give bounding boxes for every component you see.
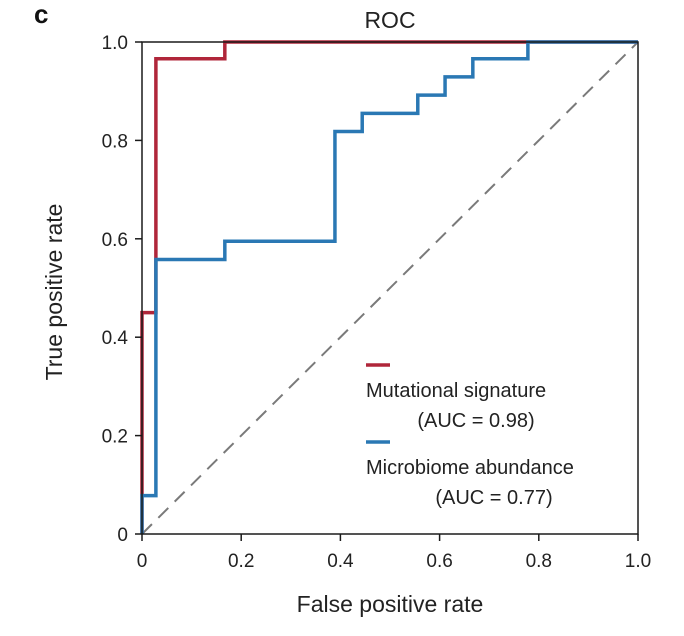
x-tick-label: 0.6 <box>426 551 452 572</box>
x-tick-label: 0.8 <box>526 551 552 572</box>
x-tick-label: 1.0 <box>625 551 651 572</box>
diagonal-layer <box>141 41 639 535</box>
plot-frame <box>141 41 639 535</box>
series-line-microbiome-abundance <box>140 40 638 534</box>
chart-title: ROC <box>364 7 415 33</box>
panel-label: c <box>34 0 48 29</box>
y-axis-title: True positive rate <box>41 204 67 381</box>
y-tick-label: 0.2 <box>102 427 128 448</box>
y-tick-label: 0 <box>117 525 128 546</box>
x-tick-label: 0.4 <box>327 551 354 572</box>
legend-label-microbiome-abundance: Microbiome abundance <box>366 457 574 479</box>
legend-label-mutational-signature: Mutational signature <box>366 380 546 402</box>
y-tick-label: 0.4 <box>102 328 129 349</box>
diagonal-reference-line <box>141 41 639 535</box>
x-tick-label: 0 <box>137 551 148 572</box>
legend: Mutational signature (AUC = 0.98) Microbio… <box>366 363 574 509</box>
legend-auc-mutational-signature: (AUC = 0.98) <box>417 410 534 432</box>
legend-auc-microbiome-abundance: (AUC = 0.77) <box>435 487 552 509</box>
x-tick-label: 0.2 <box>228 551 254 572</box>
y-tick-label: 1.0 <box>102 33 128 54</box>
x-axis-title: False positive rate <box>297 591 484 617</box>
y-tick-label: 0.6 <box>102 230 128 251</box>
tick-layer: 0 0.2 0.4 0.6 0.8 1.0 0 0.2 0.4 0.6 0.8 1.0 <box>102 33 652 572</box>
y-tick-label: 0.8 <box>102 131 128 152</box>
